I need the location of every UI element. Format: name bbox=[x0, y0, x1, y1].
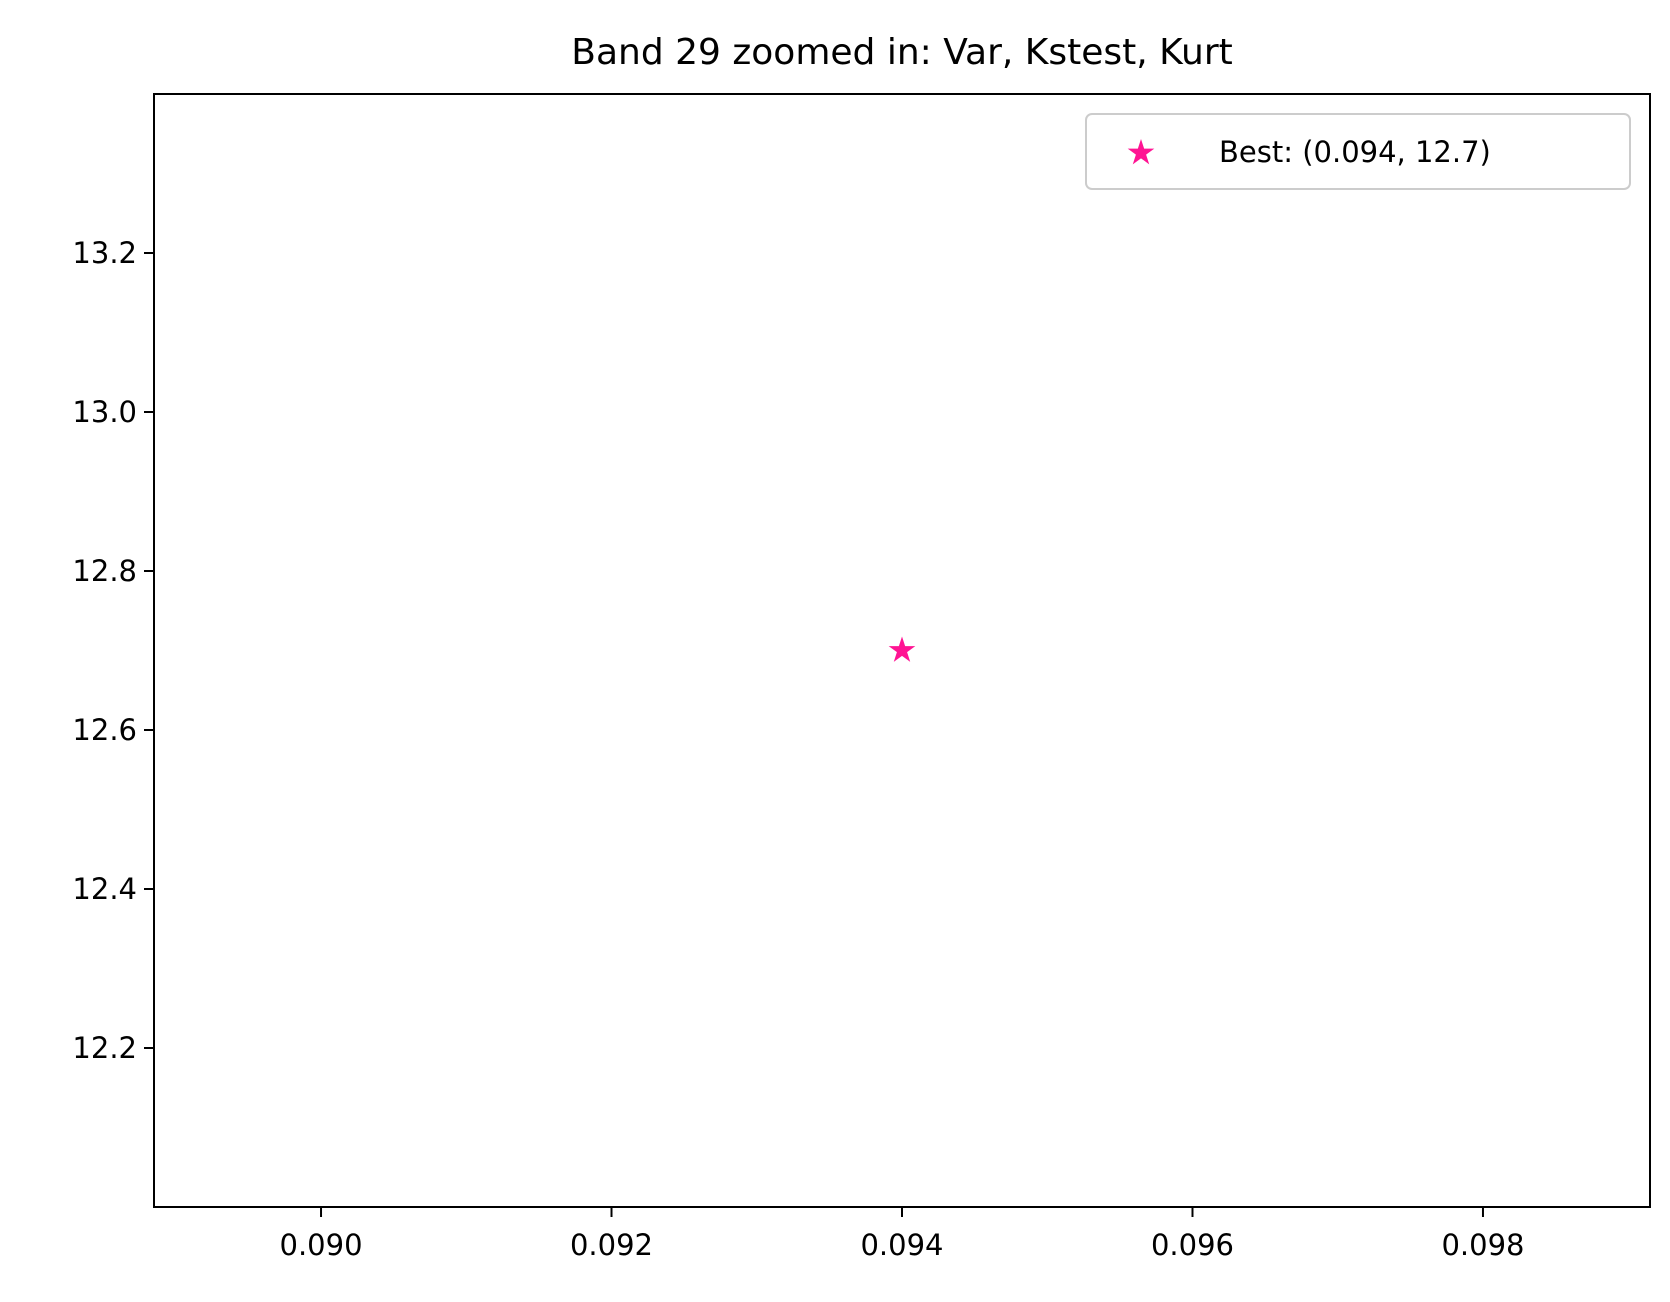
y-tick-label: 13.0 bbox=[72, 395, 137, 429]
legend-label: Best: (0.094, 12.7) bbox=[1219, 135, 1491, 169]
y-axis: 12.2 12.4 12.6 12.8 13.0 13.2 bbox=[72, 236, 154, 1065]
y-tick-label: 12.2 bbox=[72, 1031, 137, 1065]
plot-frame bbox=[153, 93, 1651, 1208]
x-tick-label: 0.094 bbox=[860, 1228, 943, 1262]
legend: Best: (0.094, 12.7) bbox=[1085, 113, 1631, 190]
x-tick-label: 0.092 bbox=[570, 1228, 653, 1262]
best-point-star-marker bbox=[888, 636, 916, 662]
x-tick-label: 0.096 bbox=[1151, 1228, 1234, 1262]
chart-title: Band 29 zoomed in: Var, Kstest, Kurt bbox=[571, 32, 1232, 73]
legend-star-marker bbox=[1127, 139, 1155, 165]
y-tick-label: 12.8 bbox=[72, 554, 137, 588]
x-tick-label: 0.098 bbox=[1441, 1228, 1524, 1262]
x-tick-label: 0.090 bbox=[280, 1228, 363, 1262]
x-axis: 0.090 0.092 0.094 0.096 0.098 bbox=[280, 1207, 1524, 1262]
y-tick-label: 12.4 bbox=[72, 872, 137, 906]
legend-box bbox=[1085, 113, 1631, 190]
y-tick-label: 12.6 bbox=[72, 713, 137, 747]
y-tick-label: 13.2 bbox=[72, 236, 137, 270]
scatter-points bbox=[888, 636, 916, 662]
